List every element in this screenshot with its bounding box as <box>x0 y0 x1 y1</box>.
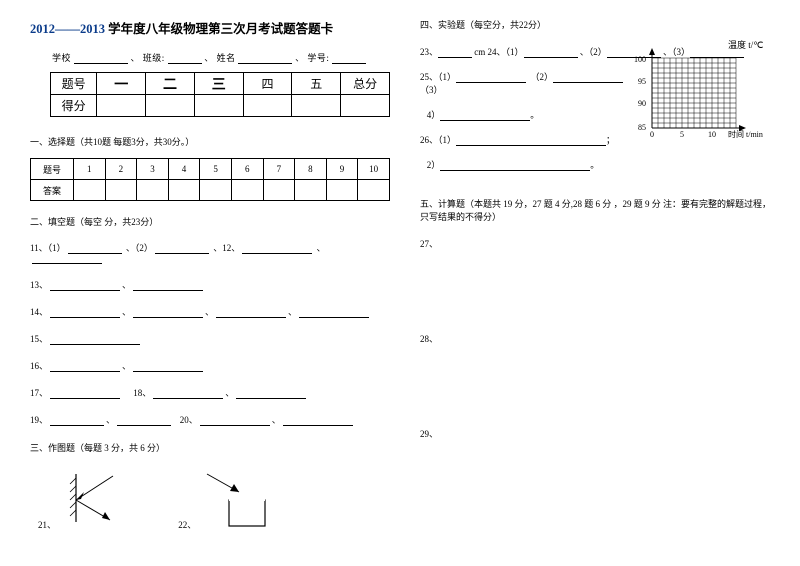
title-year: 2012——2013 <box>30 22 105 36</box>
svg-text:5: 5 <box>680 130 684 138</box>
label-id: 学号: <box>307 53 329 63</box>
q22: 22、 <box>178 470 278 531</box>
right-column: 四、实验题（每空分，共22分） 23、 cm 24、（1） 、（2） 、（3） … <box>420 18 772 556</box>
title-rest: 学年度八年级物理第三次月考试题答题卡 <box>105 22 333 36</box>
label-school: 学校 <box>52 53 71 63</box>
q27: 27、 <box>420 237 772 250</box>
label-class: 班级: <box>143 53 165 63</box>
score-row-label: 得分 <box>51 95 97 117</box>
mcq-table: 题号 1 2 3 4 5 6 7 8 9 10 答案 <box>30 158 390 201</box>
section-4: 四、实验题（每空分，共22分） <box>420 18 772 31</box>
drawings: 21、 22、 <box>38 470 390 531</box>
q13: 13、、 <box>30 278 390 291</box>
q28: 28、 <box>420 332 772 345</box>
q25: 25、（1） （2） （3） <box>420 70 640 96</box>
svg-text:100: 100 <box>634 55 646 64</box>
q17-18: 17、 18、、 <box>30 386 390 399</box>
svg-text:0: 0 <box>650 130 654 138</box>
label-name: 姓名 <box>217 53 236 63</box>
page-title: 2012——2013 学年度八年级物理第三次月考试题答题卡 <box>30 18 390 37</box>
q14: 14、、、、 <box>30 305 390 318</box>
q29: 29、 <box>420 427 772 440</box>
score-header: 题号 <box>51 73 97 95</box>
q19-20: 19、、 20、、 <box>30 413 390 426</box>
q21-label: 21、 <box>38 520 56 530</box>
svg-text:95: 95 <box>638 77 646 86</box>
q26-2: 2）。 <box>420 158 772 171</box>
section-2: 二、填空题（每空 分，共23分） <box>30 215 390 228</box>
svg-text:85: 85 <box>638 123 646 132</box>
q22-label: 22、 <box>178 520 196 530</box>
section-1: 一、选择题（共10题 每题3分，共30分。） <box>30 135 390 148</box>
score-table: 题号 一 二 三 四 五 总分 得分 <box>50 72 390 117</box>
left-column: 2012——2013 学年度八年级物理第三次月考试题答题卡 学校 、 班级: 、… <box>30 18 390 556</box>
svg-text:10: 10 <box>708 130 716 138</box>
section-3: 三、作图题（每题 3 分，共 6 分） <box>30 441 390 454</box>
q21: 21、 <box>38 470 128 531</box>
q16: 16、、 <box>30 359 390 372</box>
refraction-diagram-icon <box>199 470 279 528</box>
svg-text:90: 90 <box>638 99 646 108</box>
mirror-diagram-icon <box>58 470 128 528</box>
q11: 11、（1） 、（2） 、12、 、 <box>30 241 390 264</box>
x-axis-label: 时间 t/min <box>728 129 763 138</box>
grid-chart-icon: 温度 t/℃ <box>626 38 776 138</box>
section-5: 五、计算题（本题共 19 分，27 题 4 分,28 题 6 分 ，29 题 9… <box>420 197 772 223</box>
y-axis-label: 温度 t/℃ <box>728 39 763 50</box>
q15: 15、 <box>30 332 390 345</box>
temperature-chart: 温度 t/℃ <box>626 38 776 140</box>
student-info: 学校 、 班级: 、 姓名 、 学号: <box>52 51 390 64</box>
